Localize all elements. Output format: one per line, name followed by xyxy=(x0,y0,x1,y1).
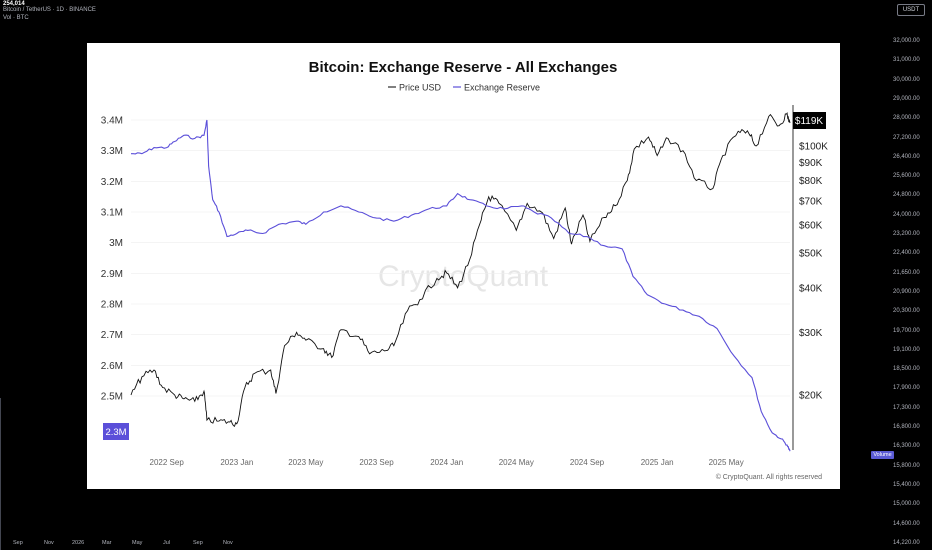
x-axis: 2022 Sep 2023 Jan 2023 May 2023 Sep 2024 Jan… xyxy=(150,458,744,467)
price-usd-line xyxy=(130,112,791,427)
price-scale-tick: 14,600.00 xyxy=(893,520,920,527)
time-scale-tick: Mar xyxy=(102,540,112,546)
time-scale-tick: May xyxy=(132,540,143,546)
time-scale-tick: Nov xyxy=(223,540,233,546)
right-axis-tick: $30K xyxy=(799,328,823,339)
time-scale-tick: Jul xyxy=(163,540,171,546)
left-axis: 3.4M 3.3M 3.2M 3.1M 3M 2.9M 2.8M 2.7M 2.6M 2.5M xyxy=(101,116,123,403)
chart-card: Bitcoin: Exchange Reserve - All Exchange… xyxy=(87,43,840,489)
x-axis-tick: 2025 May xyxy=(709,458,744,467)
symbol-header: 254,014 Bitcoin / TetherUS · 1D · BINANC… xyxy=(3,1,96,22)
price-scale-tick: 19,100.00 xyxy=(893,346,920,353)
time-scale-tick: Sep xyxy=(193,540,203,546)
left-axis-tick: 2.9M xyxy=(101,269,123,280)
price-scale-tick: 24,000.00 xyxy=(893,211,920,218)
grid xyxy=(131,119,790,397)
right-axis-tick: $90K xyxy=(799,158,823,169)
right-axis-tick: $20K xyxy=(799,391,823,402)
x-axis-tick: 2022 Sep xyxy=(150,458,185,467)
x-axis-tick: 2024 Jan xyxy=(430,458,463,467)
time-scale-tick: Nov xyxy=(44,540,54,546)
price-scale-tick: 14,220.00 xyxy=(893,539,920,546)
price-scale-tick: 25,600.00 xyxy=(893,173,920,180)
time-scale-tick: 2026 xyxy=(72,540,85,546)
price-current-label: $119K xyxy=(795,116,824,127)
x-axis-tick: 2024 Sep xyxy=(570,458,605,467)
x-axis-tick: 2023 May xyxy=(288,458,323,467)
volume-badge: Volume xyxy=(871,451,894,459)
x-axis-tick: 2024 May xyxy=(499,458,534,467)
x-axis-tick: 2023 Jan xyxy=(220,458,253,467)
right-axis-tick: $100K xyxy=(799,142,828,153)
left-axis-tick: 3.2M xyxy=(101,177,123,188)
price-scale-tick: 31,000.00 xyxy=(893,57,920,64)
reserve-chart: Bitcoin: Exchange Reserve - All Exchange… xyxy=(101,59,828,481)
price-scale-tick: 16,300.00 xyxy=(893,443,920,450)
price-scale-tick: 32,000.00 xyxy=(893,38,920,44)
left-axis-tick: 3.1M xyxy=(101,208,123,219)
right-axis-tick: $60K xyxy=(799,221,823,232)
left-axis-tick: 2.7M xyxy=(101,330,123,341)
price-scale-tick: 29,000.00 xyxy=(893,95,920,102)
left-axis-tick: 2.8M xyxy=(101,300,123,311)
copyright: © CryptoQuant. All rights reserved xyxy=(716,473,822,481)
price-scale-tick: 17,300.00 xyxy=(893,404,920,411)
symbol-line[interactable]: Bitcoin / TetherUS · 1D · BINANCE xyxy=(3,7,96,13)
x-axis-tick: 2023 Sep xyxy=(359,458,394,467)
chart-title: Bitcoin: Exchange Reserve - All Exchange… xyxy=(309,59,618,76)
reserve-current-badge: 2.3M xyxy=(103,423,129,440)
price-scale-tick: 27,200.00 xyxy=(893,134,920,141)
legend-reserve-label[interactable]: Exchange Reserve xyxy=(464,83,540,93)
right-axis-tick: $50K xyxy=(799,249,823,260)
volume-indicator-line[interactable]: Vol · BTC xyxy=(3,15,29,21)
price-scale-tick: 17,900.00 xyxy=(893,385,920,392)
left-axis-tick: 2.5M xyxy=(101,392,123,403)
price-scale[interactable]: USDT 32,000.00 31,000.00 30,000.00 29,000.0… xyxy=(893,0,932,550)
left-axis-tick: 3.4M xyxy=(101,116,123,127)
price-scale-tick: 26,400.00 xyxy=(893,153,920,160)
price-scale-tick: 15,800.00 xyxy=(893,462,920,469)
left-edge-line xyxy=(0,398,1,550)
price-scale-tick: 23,200.00 xyxy=(893,231,920,237)
price-current-badge: $119K xyxy=(793,112,826,129)
price-scale-tick: 18,500.00 xyxy=(893,366,920,373)
reserve-current-label: 2.3M xyxy=(105,427,126,438)
price-scale-tick: 21,650.00 xyxy=(893,269,920,276)
price-scale-tick: 22,400.00 xyxy=(893,250,920,257)
left-axis-tick: 3M xyxy=(109,238,123,249)
right-axis-tick: $40K xyxy=(799,283,823,294)
legend: Price USD Exchange Reserve xyxy=(388,83,540,93)
price-scale-tick: 28,000.00 xyxy=(893,115,920,122)
price-scale-tick: 19,700.00 xyxy=(893,327,920,334)
ticker-price: 254,014 xyxy=(3,1,25,7)
left-axis-tick: 3.3M xyxy=(101,146,123,157)
legend-price-label[interactable]: Price USD xyxy=(399,83,442,93)
x-axis-tick: 2025 Jan xyxy=(641,458,674,467)
exchange-reserve-line xyxy=(131,119,791,452)
right-axis-tick: $70K xyxy=(799,197,823,208)
price-scale-tick: 20,300.00 xyxy=(893,308,920,315)
price-scale-tick: 15,400.00 xyxy=(893,481,920,488)
right-axis-tick: $80K xyxy=(799,176,823,187)
currency-label[interactable]: USDT xyxy=(897,4,925,16)
left-axis-tick: 2.6M xyxy=(101,361,123,372)
price-scale-tick: 24,800.00 xyxy=(893,192,920,199)
time-scale-tick: Sep xyxy=(13,540,23,546)
price-scale-tick: 30,000.00 xyxy=(893,76,920,83)
right-axis: $100K $90K $80K $70K $60K $50K $40K $30K $20K xyxy=(799,142,828,402)
price-scale-tick: 20,900.00 xyxy=(893,288,920,295)
price-scale-tick: 15,000.00 xyxy=(893,501,920,508)
price-scale-tick: 16,800.00 xyxy=(893,424,920,430)
